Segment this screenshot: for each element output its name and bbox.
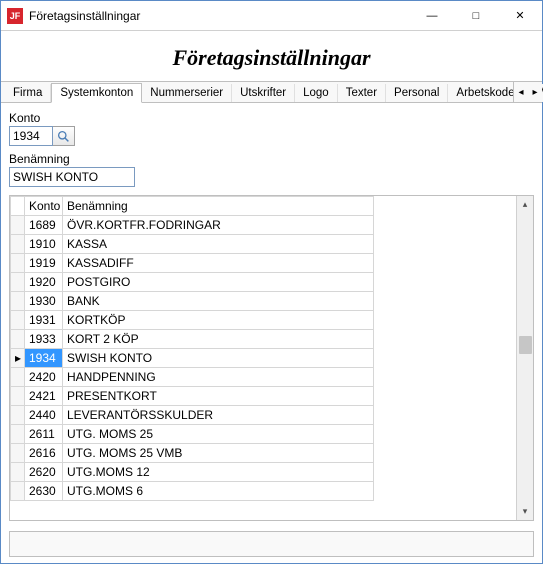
cell-konto: 1934 — [25, 349, 63, 368]
tab-strip: FirmaSystemkontonNummerserierUtskrifterL… — [1, 81, 542, 103]
cell-benamning: BANK — [63, 292, 374, 311]
window: JF Företagsinställningar — □ ✕ Företagsi… — [0, 0, 543, 564]
accounts-grid[interactable]: Konto Benämning 1689ÖVR.KORTFR.FODRINGAR… — [10, 196, 516, 520]
scroll-up-button[interactable]: ▴ — [517, 196, 533, 213]
tab-systemkonton[interactable]: Systemkonton — [51, 83, 142, 103]
scroll-down-button[interactable]: ▾ — [517, 503, 533, 520]
konto-label: Konto — [9, 111, 534, 125]
table-row[interactable]: ▸1934SWISH KONTO — [11, 349, 374, 368]
cell-benamning: KORTKÖP — [63, 311, 374, 330]
cell-benamning: KORT 2 KÖP — [63, 330, 374, 349]
titlebar: JF Företagsinställningar — □ ✕ — [1, 1, 542, 31]
row-indicator — [11, 216, 25, 235]
cell-konto: 1930 — [25, 292, 63, 311]
page-title: Företagsinställningar — [1, 31, 542, 81]
row-indicator — [11, 254, 25, 273]
table-row[interactable]: 2616UTG. MOMS 25 VMB — [11, 444, 374, 463]
row-indicator — [11, 463, 25, 482]
cell-konto: 1931 — [25, 311, 63, 330]
cell-konto: 2420 — [25, 368, 63, 387]
cell-konto: 1933 — [25, 330, 63, 349]
row-indicator — [11, 292, 25, 311]
row-indicator — [11, 482, 25, 501]
benamning-input[interactable] — [9, 167, 135, 187]
row-indicator — [11, 330, 25, 349]
cell-benamning: KASSADIFF — [63, 254, 374, 273]
window-title: Företagsinställningar — [29, 9, 410, 23]
row-indicator — [11, 425, 25, 444]
cell-benamning: POSTGIRO — [63, 273, 374, 292]
cell-konto: 2616 — [25, 444, 63, 463]
row-indicator — [11, 444, 25, 463]
table-row[interactable]: 1933KORT 2 KÖP — [11, 330, 374, 349]
cell-benamning: HANDPENNING — [63, 368, 374, 387]
cell-konto: 2440 — [25, 406, 63, 425]
cell-benamning: UTG. MOMS 25 VMB — [63, 444, 374, 463]
cell-konto: 2620 — [25, 463, 63, 482]
benamning-label: Benämning — [9, 152, 534, 166]
tab-scroll-right[interactable]: ▸ — [528, 82, 542, 102]
row-indicator — [11, 368, 25, 387]
cell-konto: 1689 — [25, 216, 63, 235]
konto-input[interactable] — [9, 126, 53, 146]
row-indicator — [11, 311, 25, 330]
cell-konto: 2421 — [25, 387, 63, 406]
tab-scroll-left[interactable]: ◂ — [514, 82, 528, 102]
cell-benamning: UTG. MOMS 25 — [63, 425, 374, 444]
close-button[interactable]: ✕ — [498, 1, 542, 31]
table-row[interactable]: 1919KASSADIFF — [11, 254, 374, 273]
table-row[interactable]: 2440LEVERANTÖRSSKULDER — [11, 406, 374, 425]
tab-personal[interactable]: Personal — [386, 84, 448, 102]
row-indicator — [11, 235, 25, 254]
table-row[interactable]: 1931KORTKÖP — [11, 311, 374, 330]
cell-konto: 2611 — [25, 425, 63, 444]
tab-texter[interactable]: Texter — [338, 84, 386, 102]
cell-benamning: LEVERANTÖRSSKULDER — [63, 406, 374, 425]
cell-konto: 1910 — [25, 235, 63, 254]
table-row[interactable]: 2421PRESENTKORT — [11, 387, 374, 406]
grid-header-row: Konto Benämning — [11, 197, 374, 216]
grid-scrollbar[interactable]: ▴ ▾ — [516, 196, 533, 520]
cell-konto: 1919 — [25, 254, 63, 273]
grid-header-indicator — [11, 197, 25, 216]
row-indicator — [11, 387, 25, 406]
tab-utskrifter[interactable]: Utskrifter — [232, 84, 295, 102]
cell-benamning: SWISH KONTO — [63, 349, 374, 368]
scroll-thumb[interactable] — [519, 336, 532, 354]
table-row[interactable]: 2630UTG.MOMS 6 — [11, 482, 374, 501]
tab-scroll: ◂ ▸ — [513, 82, 542, 102]
tab-panel-systemkonton: Konto Benämning — [1, 103, 542, 527]
table-row[interactable]: 1910KASSA — [11, 235, 374, 254]
magnifier-icon — [57, 130, 70, 143]
row-indicator — [11, 406, 25, 425]
cell-benamning: UTG.MOMS 6 — [63, 482, 374, 501]
cell-konto: 2630 — [25, 482, 63, 501]
row-indicator — [11, 273, 25, 292]
maximize-button[interactable]: □ — [454, 1, 498, 31]
table-row[interactable]: 2611UTG. MOMS 25 — [11, 425, 374, 444]
table-row[interactable]: 2620UTG.MOMS 12 — [11, 463, 374, 482]
accounts-grid-container: Konto Benämning 1689ÖVR.KORTFR.FODRINGAR… — [9, 195, 534, 521]
status-bar — [9, 531, 534, 557]
table-row[interactable]: 1920POSTGIRO — [11, 273, 374, 292]
table-row[interactable]: 1689ÖVR.KORTFR.FODRINGAR — [11, 216, 374, 235]
konto-lookup-button[interactable] — [53, 126, 75, 146]
cell-benamning: PRESENTKORT — [63, 387, 374, 406]
cell-benamning: KASSA — [63, 235, 374, 254]
table-row[interactable]: 2420HANDPENNING — [11, 368, 374, 387]
cell-benamning: ÖVR.KORTFR.FODRINGAR — [63, 216, 374, 235]
table-row[interactable]: 1930BANK — [11, 292, 374, 311]
tab-logo[interactable]: Logo — [295, 84, 338, 102]
grid-header-konto[interactable]: Konto — [25, 197, 63, 216]
cell-benamning: UTG.MOMS 12 — [63, 463, 374, 482]
row-indicator: ▸ — [11, 349, 25, 368]
cell-konto: 1920 — [25, 273, 63, 292]
app-icon: JF — [7, 8, 23, 24]
minimize-button[interactable]: — — [410, 1, 454, 31]
tab-nummerserier[interactable]: Nummerserier — [142, 84, 232, 102]
grid-header-benamning[interactable]: Benämning — [63, 197, 374, 216]
tab-firma[interactable]: Firma — [5, 84, 51, 102]
